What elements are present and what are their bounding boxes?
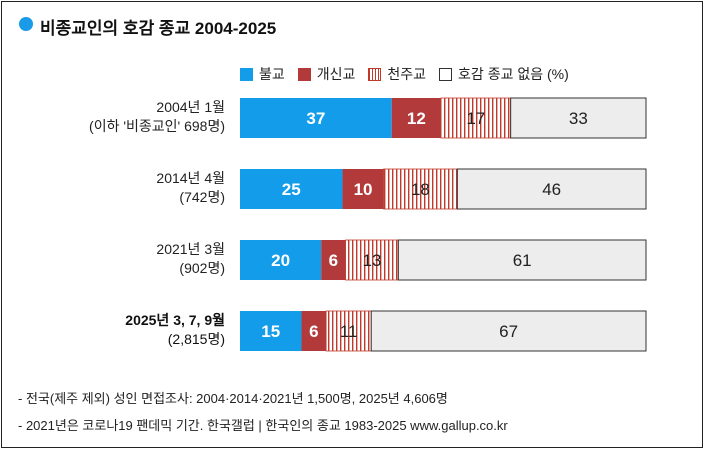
footnote-survey: - 전국(제주 제외) 성인 면접조사: 2004·2014·2021년 1,5… [18, 391, 448, 406]
legend: 불교 개신교 천주교 호감 종교 없음 (%) [240, 64, 582, 84]
data-label-none-row-3: 67 [499, 322, 518, 341]
row-label-2004-date: 2004년 1월 [156, 99, 225, 115]
data-label-protestant-row-1: 10 [354, 180, 373, 199]
bar-buddhism-row-1 [240, 169, 343, 209]
data-label-catholic-row-1: 18 [411, 180, 430, 199]
data-label-buddhism-row-3: 15 [261, 322, 280, 341]
bar-none-row-3 [370, 310, 647, 352]
bar-catholic-row-3 [325, 310, 372, 352]
bar-catholic-row-0 [440, 97, 512, 139]
row-label-2021: 2021년 3월 (902명) [156, 240, 225, 278]
data-label-protestant-row-3: 6 [309, 322, 318, 341]
data-label-catholic-row-3: 11 [340, 322, 358, 341]
data-label-buddhism-row-2: 20 [271, 251, 290, 270]
data-label-none-row-2: 61 [513, 251, 532, 270]
legend-label-catholic: 천주교 [387, 66, 427, 82]
row-label-2025: 2025년 3, 7, 9월 (2,815명) [125, 311, 225, 349]
data-label-buddhism-row-1: 25 [282, 180, 301, 199]
legend-label-none: 호감 종교 없음 (%) [458, 66, 569, 82]
row-label-2021-date: 2021년 3월 [156, 241, 225, 257]
bar-protestant-row-0 [391, 98, 441, 138]
bar-buddhism-row-3 [240, 311, 302, 351]
bar-catholic-row-1 [383, 168, 458, 210]
bar-none-row-1 [456, 168, 647, 210]
data-label-protestant-row-0: 12 [407, 109, 426, 128]
row-label-2014-date: 2014년 4월 [156, 170, 225, 186]
row-label-2004-sample: (이하 '비종교인' 698명) [89, 118, 225, 134]
row-label-2021-sample: (902명) [179, 260, 225, 276]
row-label-2025-sample: (2,815명) [167, 331, 225, 347]
chart-title: 비종교인의 호감 종교 2004-2025 [40, 19, 277, 38]
bar-none-row-0 [510, 97, 647, 139]
legend-swatch-protestant [297, 67, 311, 81]
row-label-2014: 2014년 4월 (742명) [156, 169, 225, 207]
title-bullet-icon [19, 17, 33, 31]
data-label-protestant-row-2: 6 [329, 251, 338, 270]
row-label-2025-date: 2025년 3, 7, 9월 [125, 312, 225, 328]
legend-item-catholic: 천주교 [368, 64, 426, 84]
data-label-none-row-1: 46 [542, 180, 561, 199]
bar-buddhism-row-2 [240, 240, 322, 280]
row-label-2014-sample: (742명) [179, 189, 225, 205]
bar-protestant-row-1 [342, 169, 384, 209]
legend-item-protestant: 개신교 [297, 64, 356, 84]
legend-swatch-catholic [368, 67, 382, 81]
data-label-catholic-row-0: 17 [466, 109, 485, 128]
bar-none-row-2 [397, 239, 647, 281]
row-label-2004: 2004년 1월 (이하 '비종교인' 698명) [89, 98, 225, 136]
data-label-buddhism-row-0: 37 [306, 109, 325, 128]
legend-swatch-buddhism [240, 67, 253, 81]
bar-protestant-row-2 [321, 240, 346, 280]
data-label-catholic-row-2: 13 [362, 251, 381, 270]
bar-catholic-row-2 [345, 239, 399, 281]
legend-item-buddhism: 불교 [240, 64, 285, 84]
legend-swatch-none [439, 67, 453, 81]
legend-label-protestant: 개신교 [316, 66, 356, 82]
bar-protestant-row-3 [301, 311, 327, 351]
data-label-none-row-0: 33 [569, 109, 588, 128]
footnote-source: - 2021년은 코로나19 팬데믹 기간. 한국갤럽 | 한국인의 종교 19… [18, 418, 508, 433]
legend-item-none: 호감 종교 없음 (%) [439, 64, 569, 84]
bar-buddhism-row-0 [240, 98, 392, 138]
legend-label-buddhism: 불교 [259, 66, 285, 82]
